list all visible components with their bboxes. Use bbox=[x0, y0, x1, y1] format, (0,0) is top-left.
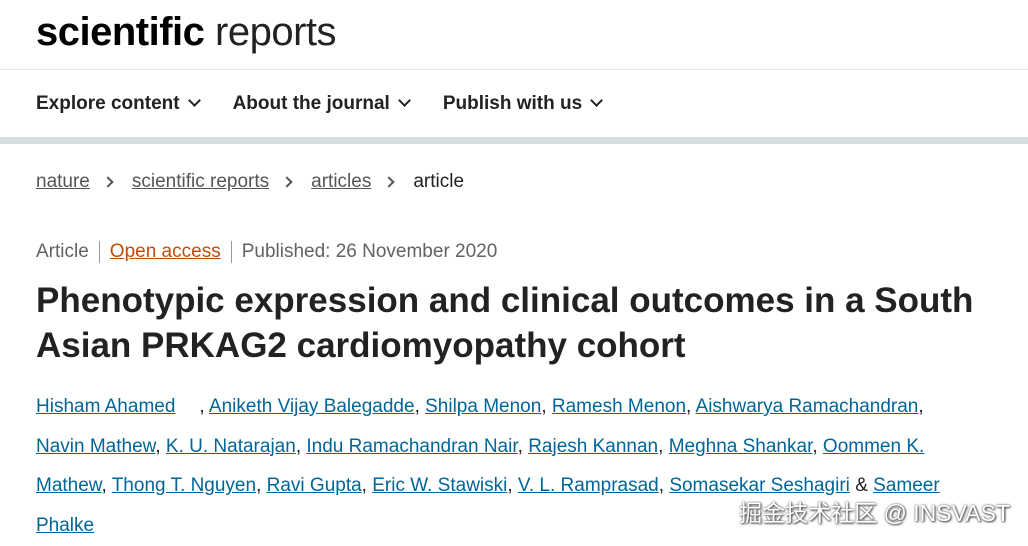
separator: , bbox=[256, 475, 262, 497]
nav: Explore content About the journal Publis… bbox=[36, 93, 601, 115]
separator: , bbox=[541, 396, 547, 417]
separator: , bbox=[361, 475, 367, 497]
title: Phenotypic expression and clinical outco… bbox=[36, 281, 974, 365]
separator: , bbox=[812, 435, 818, 457]
crumb[interactable]: articles bbox=[311, 171, 372, 192]
author[interactable]: Meghna Shankar bbox=[668, 435, 813, 457]
nav-item[interactable]: Explore content bbox=[36, 93, 199, 115]
logo-bold: scientific bbox=[36, 10, 205, 54]
separator: , bbox=[658, 475, 665, 497]
separator: , bbox=[658, 435, 664, 457]
band bbox=[0, 137, 1028, 144]
divider bbox=[0, 69, 1028, 70]
author[interactable]: Hisham Ahamed bbox=[36, 396, 176, 417]
nav-item[interactable]: About the journal bbox=[233, 93, 409, 115]
crumb[interactable]: scientific reports bbox=[131, 171, 270, 192]
watermark: 掘金技术社区 @ INSVAST bbox=[739, 500, 1010, 526]
author[interactable]: Ravi Gupta bbox=[266, 475, 362, 497]
open-access[interactable]: Open access bbox=[109, 241, 221, 262]
author[interactable]: Somasekar Seshagiri bbox=[669, 475, 850, 497]
published: Published: 26 November 2020 bbox=[230, 241, 508, 263]
nav-item[interactable]: Publish with us bbox=[443, 93, 601, 115]
crumb[interactable]: nature bbox=[36, 171, 90, 192]
article-type: Article bbox=[36, 241, 89, 262]
logo-light: reports bbox=[215, 10, 337, 54]
logo[interactable]: scientific reports bbox=[36, 10, 337, 55]
author[interactable]: Eric W. Stawiski bbox=[372, 475, 508, 497]
author[interactable]: Sameer Phalke bbox=[36, 475, 940, 537]
author[interactable]: Indu Ramachandran Nair bbox=[306, 435, 518, 457]
separator: , bbox=[686, 396, 692, 417]
conjunction: & bbox=[855, 475, 868, 497]
separator: , bbox=[101, 475, 107, 497]
separator: , bbox=[199, 396, 205, 417]
meta: Article Open access Published: 26 Novemb… bbox=[36, 241, 507, 263]
author[interactable]: Thong T. Nguyen bbox=[111, 475, 257, 497]
author[interactable]: Navin Mathew bbox=[36, 435, 156, 457]
author[interactable]: Ramesh Menon bbox=[551, 396, 687, 417]
separator: , bbox=[918, 396, 924, 417]
breadcrumb: nature scientific reports articles artic… bbox=[36, 171, 464, 193]
access-wrap: Open access bbox=[98, 241, 231, 263]
separator: , bbox=[414, 396, 420, 417]
author[interactable]: K. U. Natarajan bbox=[165, 435, 296, 457]
author[interactable]: Aishwarya Ramachandran bbox=[695, 396, 919, 417]
separator: , bbox=[155, 435, 161, 457]
crumb-current: article bbox=[413, 171, 465, 192]
author[interactable]: Aniketh Vijay Balegadde bbox=[208, 396, 415, 417]
authors: Hisham Ahamed, Aniketh Vijay Balegadde, … bbox=[36, 387, 961, 546]
author[interactable]: Shilpa Menon bbox=[425, 396, 542, 417]
author[interactable]: Oommen K. Mathew bbox=[36, 435, 925, 497]
author[interactable]: V. L. Ramprasad bbox=[517, 475, 659, 497]
separator: , bbox=[295, 435, 302, 457]
separator: , bbox=[507, 475, 513, 497]
separator: , bbox=[517, 435, 523, 457]
author[interactable]: Rajesh Kannan bbox=[528, 435, 659, 457]
